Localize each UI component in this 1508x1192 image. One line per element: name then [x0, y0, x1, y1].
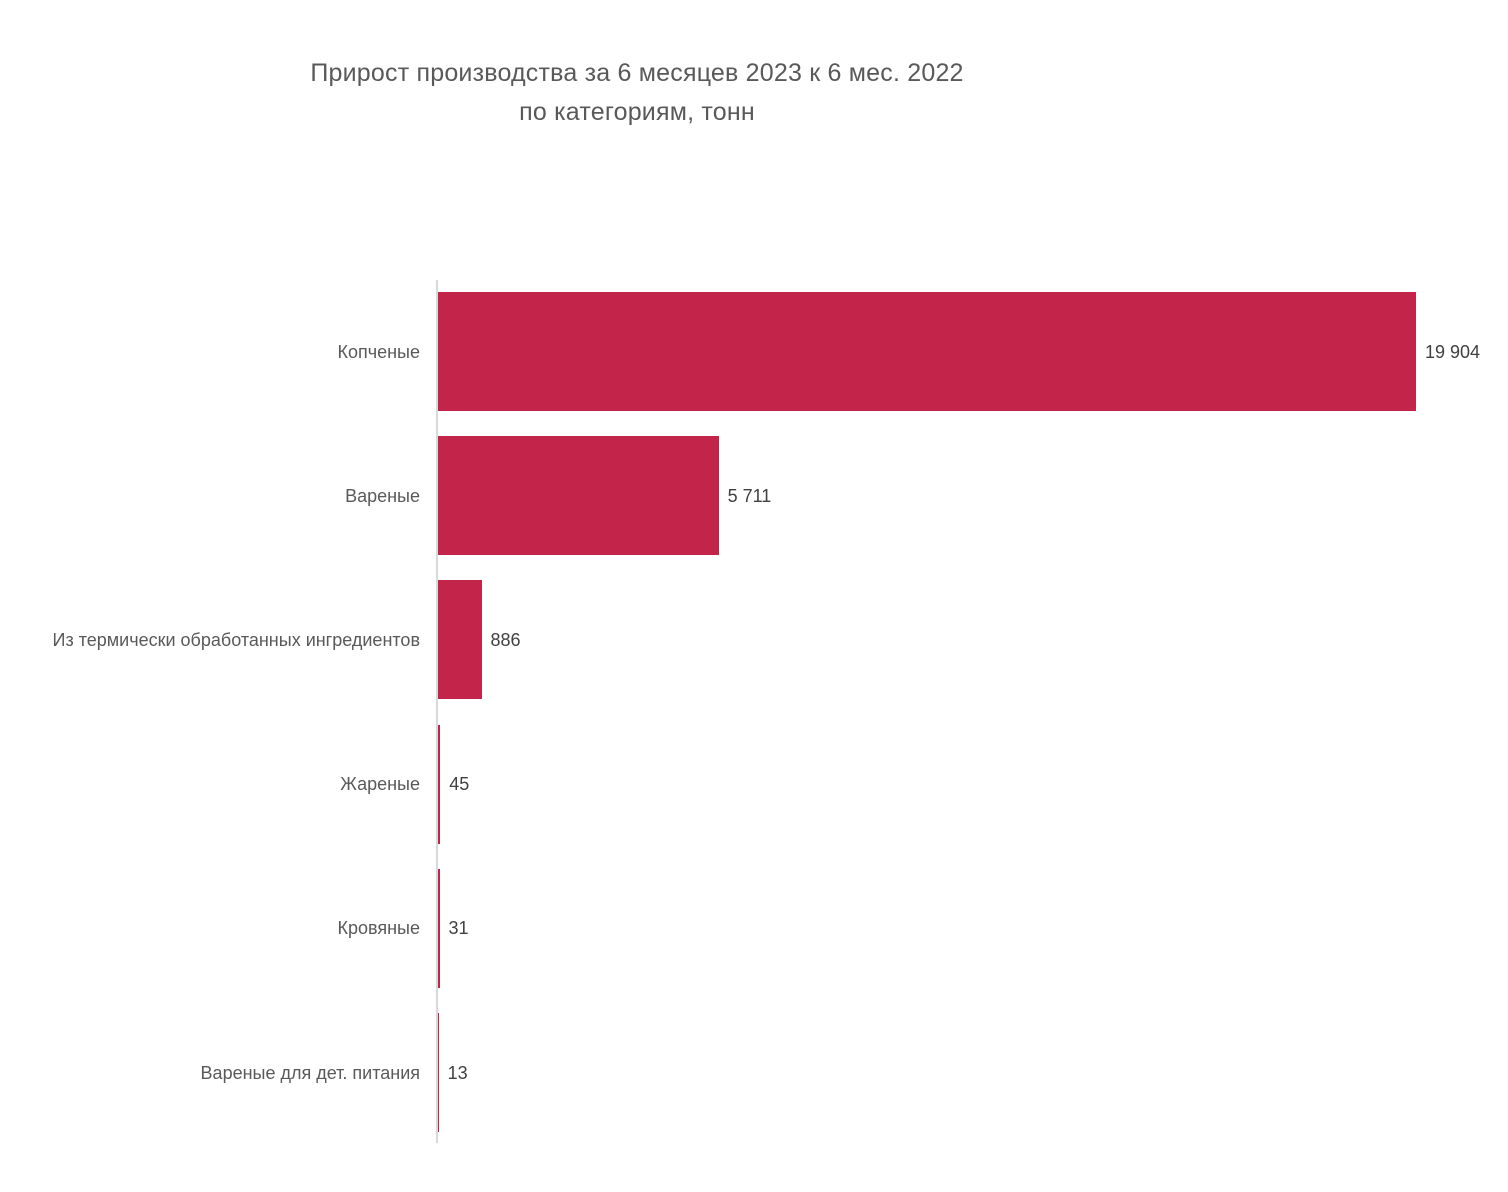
bar: [438, 436, 719, 556]
bar: [438, 1013, 439, 1132]
chart-title-line-1: Прирост производства за 6 месяцев 2023 к…: [310, 59, 964, 87]
value-label: 5 711: [727, 485, 772, 506]
category-label: Вареные: [345, 485, 420, 506]
category-label: Вареные для дет. питания: [200, 1062, 420, 1083]
value-label: 13: [447, 1062, 468, 1083]
chart-title: Прирост производства за 6 месяцев 2023 к…: [0, 54, 1274, 132]
value-label: 45: [449, 774, 470, 795]
bar: [438, 580, 482, 700]
category-label: Кровяные: [337, 918, 420, 939]
y-axis-line: [436, 280, 438, 1143]
bar: [438, 724, 441, 844]
category-label: Копченые: [337, 341, 420, 362]
value-label: 31: [448, 918, 469, 939]
category-label: Жареные: [340, 774, 420, 795]
bar: [438, 292, 1416, 411]
bar: [438, 868, 440, 988]
chart-title-line-2: по категориям, тонн: [519, 98, 755, 126]
value-label: 886: [490, 629, 521, 650]
value-label: 19 904: [1425, 341, 1481, 362]
category-label: Из термически обработанных ингредиентов: [52, 629, 420, 650]
